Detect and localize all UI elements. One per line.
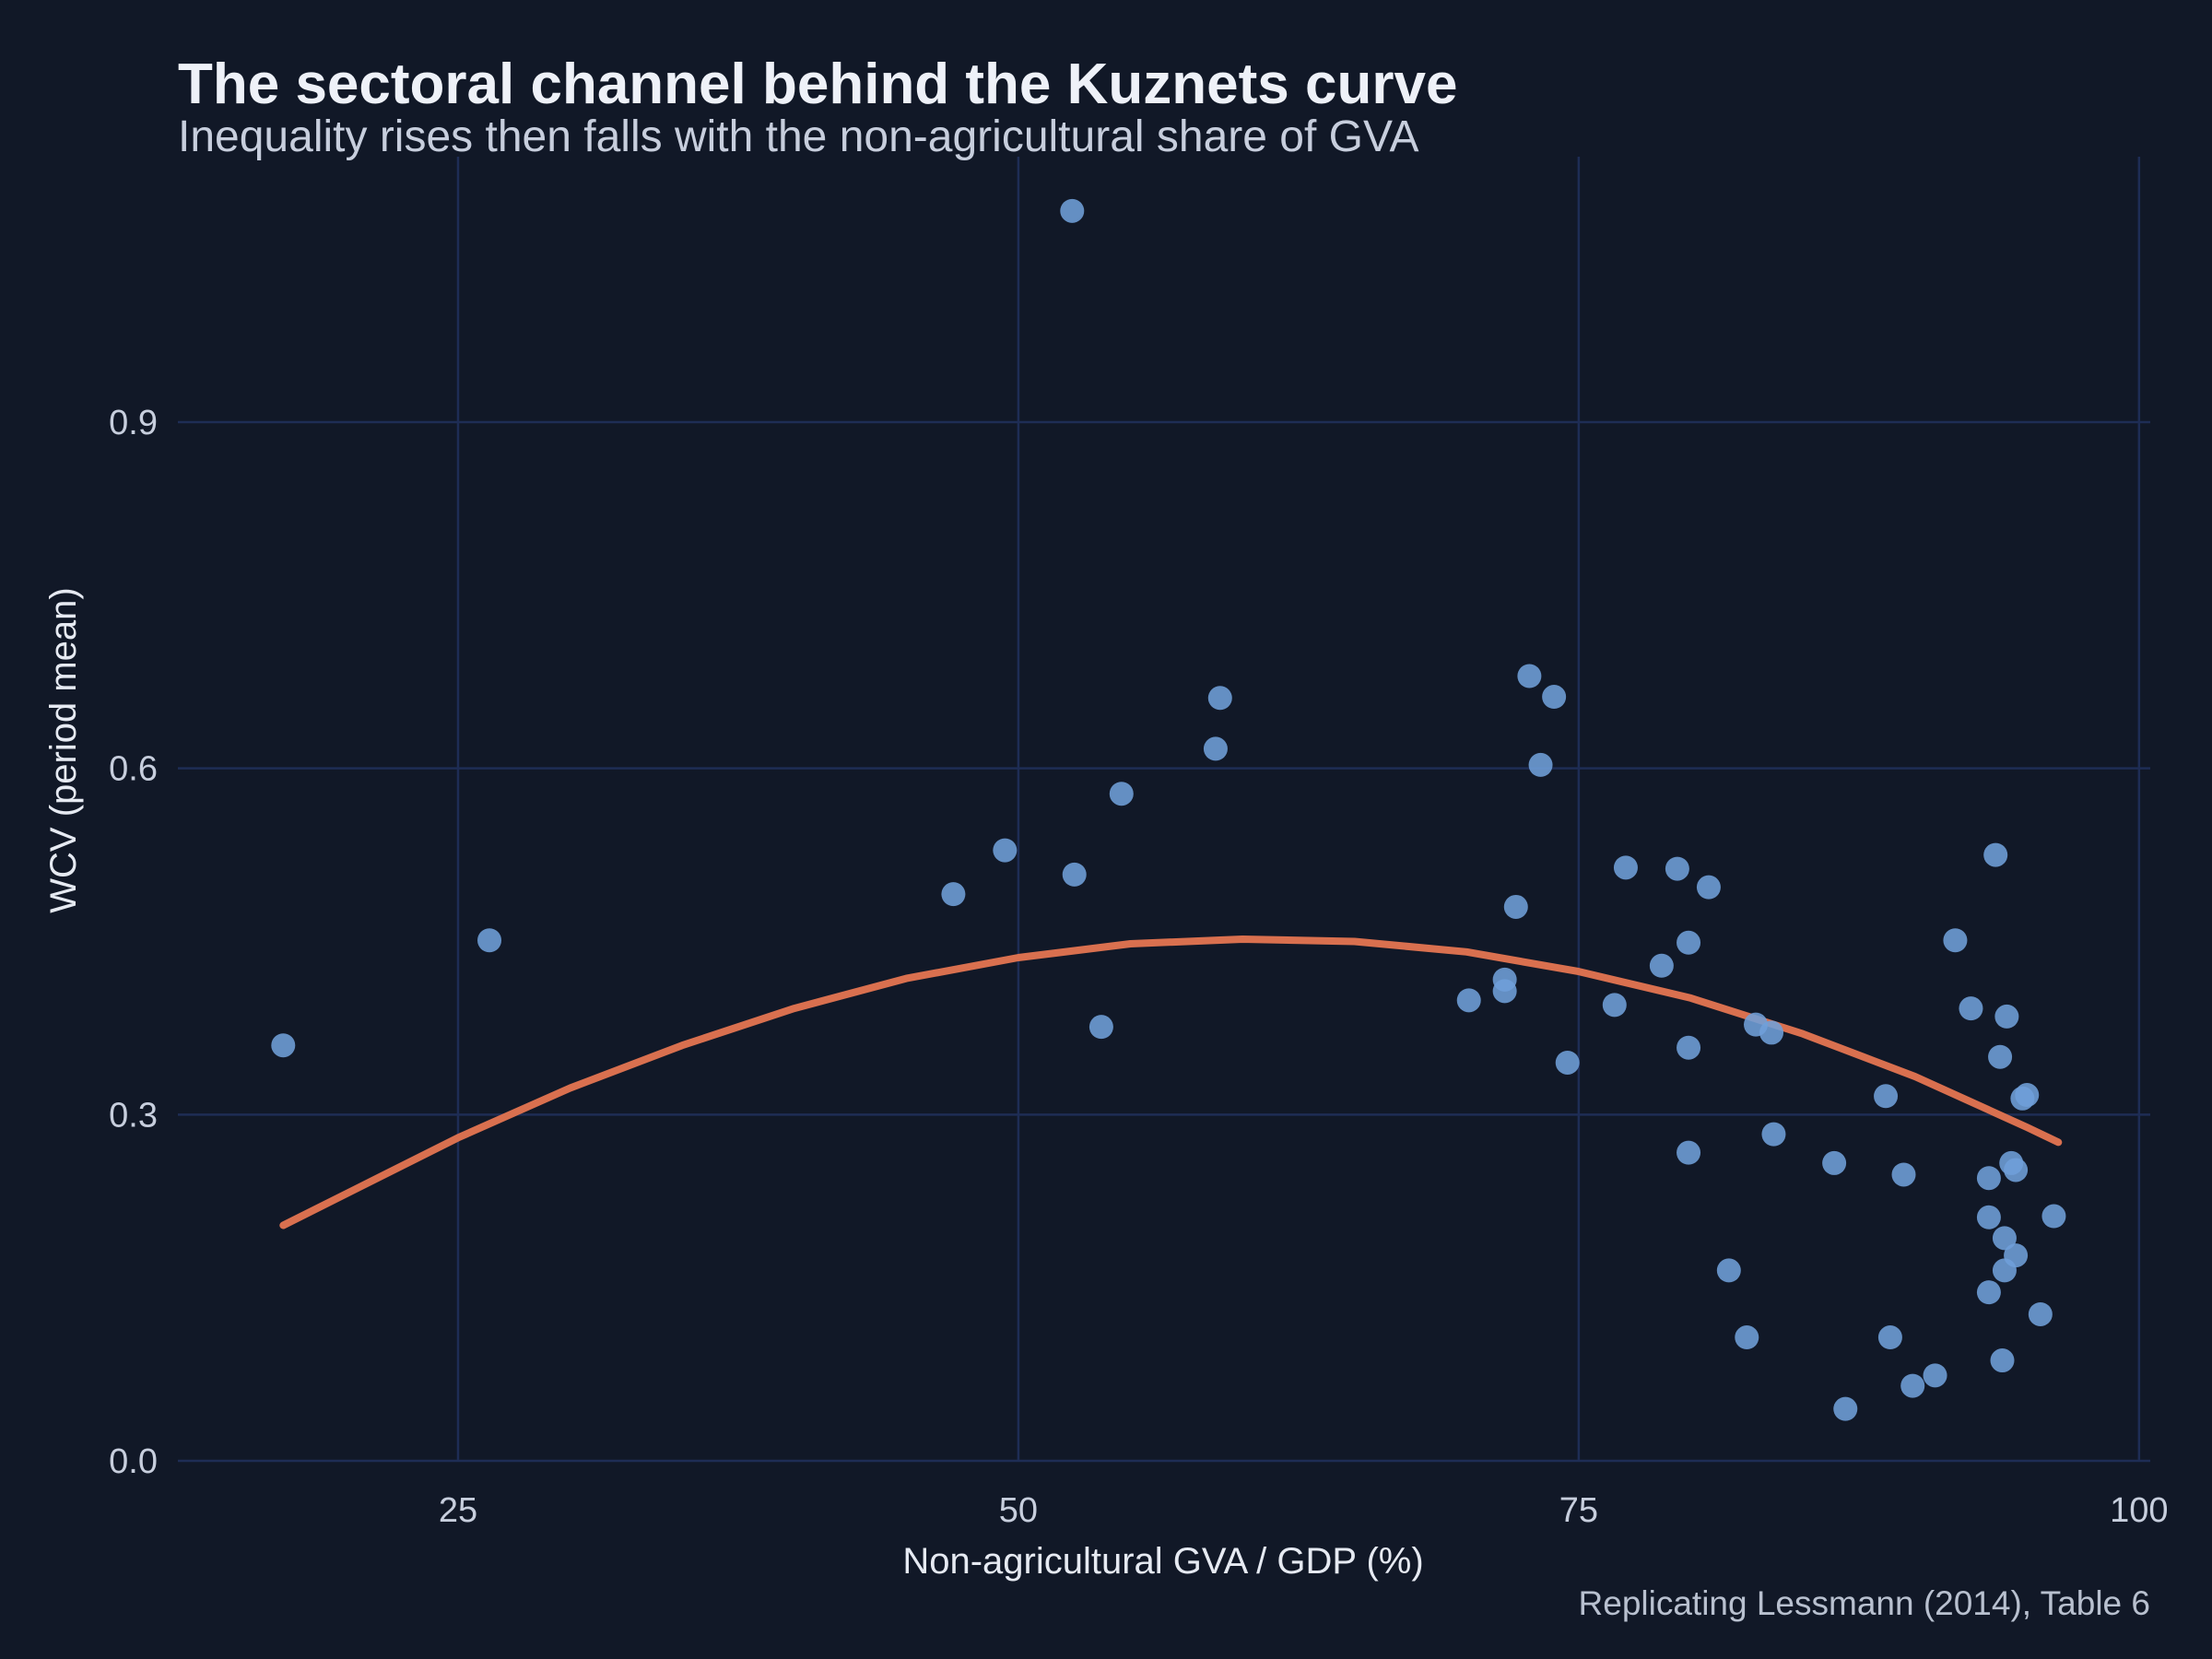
data-point (1207, 686, 1232, 711)
data-point (1976, 1166, 2001, 1191)
data-point (2041, 1204, 2066, 1229)
data-point (1959, 996, 1983, 1021)
data-point (1990, 1348, 2015, 1373)
data-point (1088, 1015, 1113, 1040)
y-tick-label: 0.9 (109, 404, 158, 442)
grid-lines (178, 157, 2150, 1463)
data-point (1696, 875, 1721, 900)
x-tick-label: 50 (999, 1491, 1038, 1530)
data-point (1517, 664, 1542, 688)
chart-subtitle: Inequality rises then falls with the non… (178, 112, 1418, 161)
data-point (477, 928, 502, 953)
chart-title: The sectoral channel behind the Kuznets … (178, 53, 1457, 116)
data-point (1602, 993, 1627, 1018)
data-point (1456, 988, 1481, 1013)
data-point (1877, 1325, 1902, 1350)
data-point (1891, 1162, 1916, 1187)
data-point (1874, 1084, 1899, 1109)
data-point (1555, 1050, 1580, 1075)
x-tick-label: 25 (439, 1491, 477, 1530)
quadratic-fit-line (279, 935, 2063, 1230)
y-axis-ticks: 0.0 0.3 0.6 0.9 (109, 404, 158, 1481)
caption: Replicating Lessmann (2014), Table 6 (1579, 1584, 2150, 1622)
data-point (1923, 1363, 1947, 1388)
x-axis-ticks: 25 50 75 100 (439, 1491, 2169, 1530)
data-point (1203, 736, 1228, 761)
data-point (1109, 782, 1134, 806)
x-axis-title: Non-agricultural GVA / GDP (%) (902, 1541, 1423, 1582)
data-point (1976, 1280, 2001, 1305)
data-point (1761, 1122, 1786, 1147)
data-point (2028, 1301, 2053, 1326)
data-point (1759, 1020, 1784, 1045)
y-tick-label: 0.6 (109, 750, 158, 789)
data-point (1716, 1258, 1741, 1283)
data-point (1060, 198, 1085, 223)
x-tick-label: 75 (1559, 1491, 1598, 1530)
data-point (1503, 894, 1528, 919)
data-point (1665, 856, 1689, 881)
data-point (1677, 1140, 1701, 1165)
data-point (1983, 842, 2008, 867)
data-points (271, 198, 2066, 1421)
data-point (1943, 928, 1968, 953)
y-tick-label: 0.0 (109, 1442, 158, 1481)
y-axis-title: WCV (period mean) (43, 587, 84, 912)
data-point (2004, 1158, 2029, 1182)
data-point (1613, 855, 1638, 880)
data-point (1649, 953, 1674, 978)
data-point (941, 882, 966, 907)
data-point (1976, 1205, 2001, 1230)
data-point (2015, 1083, 2040, 1108)
data-point (1542, 685, 1567, 710)
data-point (1492, 979, 1517, 1004)
x-tick-label: 100 (2110, 1491, 2168, 1530)
data-point (2004, 1243, 2029, 1268)
data-point (1900, 1373, 1925, 1398)
data-point (1677, 930, 1701, 955)
data-point (271, 1033, 296, 1058)
data-point (1528, 752, 1553, 777)
data-point (1994, 1004, 2019, 1029)
data-point (993, 838, 1018, 863)
fit-layer (279, 935, 2063, 1230)
data-point (1833, 1396, 1858, 1421)
data-point (1062, 862, 1087, 887)
data-point (1677, 1035, 1701, 1060)
data-point (1735, 1325, 1759, 1350)
y-tick-label: 0.3 (109, 1096, 158, 1135)
data-point (1822, 1150, 1847, 1175)
data-point (1992, 1226, 2017, 1251)
data-point (1988, 1044, 2013, 1069)
